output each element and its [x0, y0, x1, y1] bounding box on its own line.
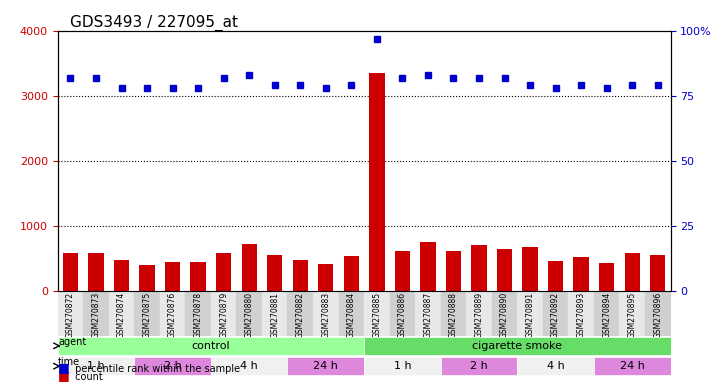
Bar [364, 291, 389, 336]
Bar [441, 291, 466, 336]
Bar [288, 291, 313, 336]
Text: 4 h: 4 h [547, 361, 565, 371]
Text: ■: ■ [58, 369, 69, 382]
FancyBboxPatch shape [211, 357, 288, 375]
Text: cigarette smoke: cigarette smoke [472, 341, 562, 351]
Bar [109, 291, 134, 336]
FancyBboxPatch shape [594, 357, 671, 375]
Bar [645, 291, 671, 336]
Bar [594, 291, 619, 336]
Bar [624, 253, 640, 291]
Text: GSM270887: GSM270887 [423, 292, 433, 338]
Text: GSM270895: GSM270895 [628, 292, 637, 338]
Bar [185, 291, 211, 336]
Bar [420, 242, 435, 291]
Bar [83, 291, 109, 336]
Text: 2 h: 2 h [470, 361, 488, 371]
Bar [548, 261, 563, 291]
Text: GSM270872: GSM270872 [66, 292, 75, 338]
Bar [518, 291, 543, 336]
Text: agent: agent [58, 337, 87, 347]
Text: 1 h: 1 h [394, 361, 411, 371]
Text: GDS3493 / 227095_at: GDS3493 / 227095_at [70, 15, 238, 31]
Bar [466, 291, 492, 336]
Bar [211, 291, 236, 336]
FancyBboxPatch shape [364, 337, 671, 355]
Bar [369, 73, 384, 291]
FancyBboxPatch shape [58, 357, 134, 375]
Text: GSM270880: GSM270880 [244, 292, 254, 338]
Bar [573, 257, 589, 291]
Text: 24 h: 24 h [620, 361, 645, 371]
Text: GSM270875: GSM270875 [143, 292, 151, 338]
FancyBboxPatch shape [58, 337, 364, 355]
Text: GSM270889: GSM270889 [474, 292, 484, 338]
Bar [190, 262, 205, 291]
Text: 24 h: 24 h [314, 361, 338, 371]
Bar [492, 291, 518, 336]
Bar [523, 247, 538, 291]
Text: 2 h: 2 h [164, 361, 182, 371]
Text: control: control [192, 341, 230, 351]
Bar [650, 255, 665, 291]
Text: GSM270881: GSM270881 [270, 292, 279, 338]
Bar [165, 262, 180, 291]
Text: GSM270876: GSM270876 [168, 292, 177, 338]
Bar [114, 260, 129, 291]
Bar [389, 291, 415, 336]
Bar [89, 253, 104, 291]
Bar [568, 291, 594, 336]
Text: count: count [72, 372, 103, 382]
Text: GSM270874: GSM270874 [117, 292, 126, 338]
Text: GSM270883: GSM270883 [322, 292, 330, 338]
Text: GSM270893: GSM270893 [577, 292, 585, 338]
Text: GSM270878: GSM270878 [194, 292, 203, 338]
Bar [139, 265, 155, 291]
Bar [160, 291, 185, 336]
Bar [313, 291, 339, 336]
FancyBboxPatch shape [288, 357, 364, 375]
Text: GSM270882: GSM270882 [296, 292, 305, 338]
Bar [262, 291, 288, 336]
Text: GSM270879: GSM270879 [219, 292, 228, 338]
Text: GSM270890: GSM270890 [500, 292, 509, 338]
Text: GSM270892: GSM270892 [551, 292, 560, 338]
Bar [293, 260, 308, 291]
FancyBboxPatch shape [364, 357, 441, 375]
Text: 1 h: 1 h [87, 361, 105, 371]
Bar [63, 253, 78, 291]
Bar [267, 255, 283, 291]
Text: GSM270885: GSM270885 [372, 292, 381, 338]
Bar [339, 291, 364, 336]
Text: GSM270873: GSM270873 [92, 292, 100, 338]
Text: GSM270891: GSM270891 [526, 292, 534, 338]
Bar [415, 291, 441, 336]
Bar [446, 251, 461, 291]
Bar [318, 263, 333, 291]
Bar [236, 291, 262, 336]
Text: GSM270888: GSM270888 [449, 292, 458, 338]
Text: GSM270884: GSM270884 [347, 292, 356, 338]
Bar [497, 249, 512, 291]
Bar [216, 253, 231, 291]
Bar [58, 291, 83, 336]
FancyBboxPatch shape [134, 357, 211, 375]
Bar [599, 263, 614, 291]
Text: 4 h: 4 h [240, 361, 258, 371]
Text: GSM270886: GSM270886 [398, 292, 407, 338]
Bar [344, 257, 359, 291]
Text: ■: ■ [58, 361, 69, 374]
FancyBboxPatch shape [518, 357, 594, 375]
Text: GSM270896: GSM270896 [653, 292, 663, 338]
Bar [543, 291, 568, 336]
Text: percentile rank within the sample: percentile rank within the sample [72, 364, 240, 374]
Bar [134, 291, 160, 336]
Bar [242, 244, 257, 291]
Bar [619, 291, 645, 336]
Text: GSM270894: GSM270894 [602, 292, 611, 338]
Bar [472, 245, 487, 291]
FancyBboxPatch shape [441, 357, 518, 375]
Text: time: time [58, 357, 80, 367]
Bar [395, 251, 410, 291]
